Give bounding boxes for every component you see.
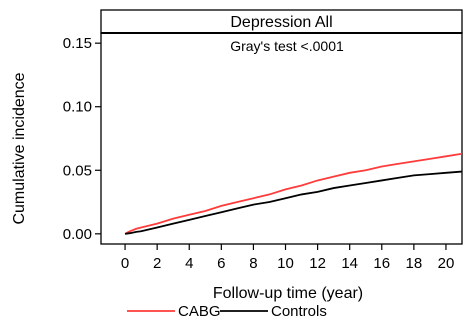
x-tick-label: 4 (185, 255, 193, 272)
x-tick-label: 16 (373, 255, 390, 272)
y-tick-label: 0.00 (63, 226, 92, 243)
legend-label-cabg: CABG (178, 303, 221, 320)
y-tick-label: 0.10 (63, 99, 92, 116)
series-layer (124, 152, 462, 235)
y-axis-title: Cumulative incidence (11, 72, 28, 224)
x-tick-label: 10 (277, 255, 294, 272)
legend: CABG Controls (127, 303, 327, 320)
y-tick-label: 0.05 (63, 162, 92, 179)
y-tick-label: 0.15 (63, 35, 92, 52)
x-tick-label: 12 (309, 255, 326, 272)
chart-title: Depression All (230, 14, 332, 31)
x-tick-label: 18 (406, 255, 423, 272)
x-tick-label: 6 (217, 255, 225, 272)
series-line-cabg (124, 152, 462, 235)
x-tick-label: 0 (121, 255, 129, 272)
grays-test-annotation: Gray's test <.0001 (230, 38, 344, 54)
x-tick-label: 20 (438, 255, 455, 272)
x-tick-label: 8 (249, 255, 257, 272)
legend-label-controls: Controls (271, 303, 327, 320)
x-axis: 0 2 4 6 8 10 12 14 16 18 20 (121, 244, 454, 272)
series-line-controls (124, 170, 462, 235)
x-tick-label: 2 (153, 255, 161, 272)
x-tick-label: 14 (341, 255, 358, 272)
y-axis: 0.00 0.05 0.10 0.15 (63, 35, 101, 243)
x-axis-title: Follow-up time (year) (213, 285, 363, 302)
